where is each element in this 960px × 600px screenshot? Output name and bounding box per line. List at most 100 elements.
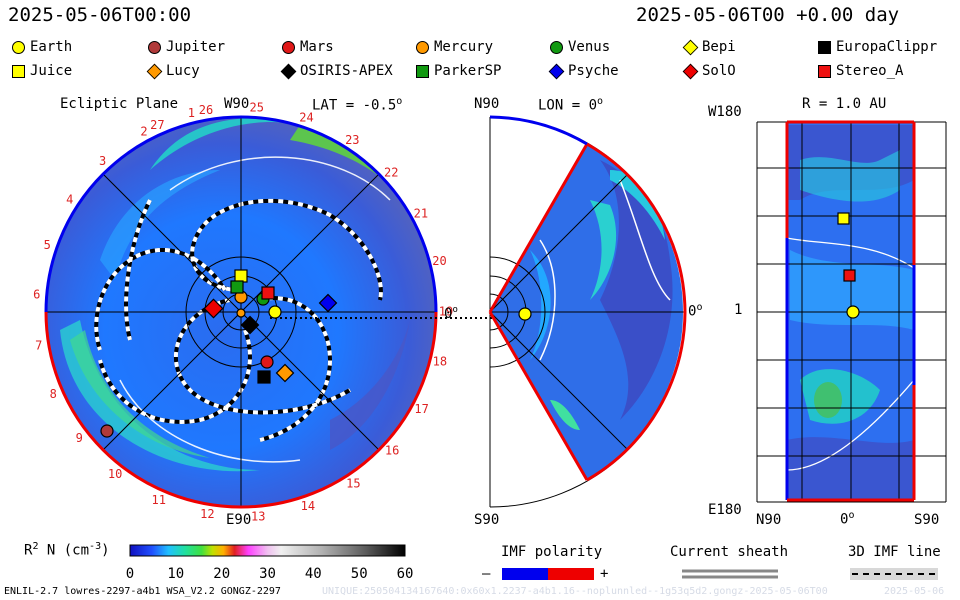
radial-x-left: N90: [756, 512, 782, 528]
legend-item: Earth: [12, 39, 72, 55]
density-colorbar: 0 10 20 30 40 50 60: [126, 544, 414, 582]
psyche-marker: [318, 293, 338, 313]
sector-number: 4: [66, 193, 73, 207]
legend-label: Stereo_A: [836, 63, 904, 79]
sector-number: 17: [414, 402, 428, 416]
colorbar-tick-label: 10: [167, 566, 184, 582]
sector-number: 25: [249, 101, 263, 115]
footer-date: 2025-05-06: [884, 586, 945, 597]
parkersp-marker-icon: [416, 64, 429, 78]
ecliptic-zero-label: 0o: [444, 305, 458, 322]
sector-number: 20: [432, 254, 446, 268]
sector-number: 1: [188, 106, 195, 120]
sector-number: 7: [35, 339, 42, 353]
juice-marker-icon: [12, 64, 25, 78]
sector-number: 9: [76, 431, 83, 445]
sector-number: 14: [301, 499, 315, 513]
ecliptic-title: Ecliptic Plane: [60, 96, 179, 112]
sector-number: 12: [200, 507, 214, 521]
colorbar-tick-label: 60: [397, 566, 414, 582]
imf-plus: +: [600, 566, 609, 582]
sector-number: 18: [433, 355, 447, 369]
juice-marker: [234, 269, 248, 283]
jupiter-marker: [100, 424, 114, 438]
radial-panel: [756, 120, 947, 503]
radial-x-mid: 0o: [840, 510, 855, 528]
legend-item: EuropaClippr: [818, 39, 937, 55]
legend-label: EuropaClippr: [836, 39, 938, 55]
sector-number: 10: [108, 467, 122, 481]
sector-number: 13: [251, 509, 265, 523]
meridional-earth-marker: [518, 307, 532, 321]
imf3d-title: 3D IMF line: [848, 544, 941, 560]
radial-top-left: W180: [708, 104, 742, 120]
model-info: ENLIL-2.7 lowres-2297-a4b1 WSA_V2.2 GONG…: [4, 586, 281, 597]
legend-item: Jupiter: [148, 39, 225, 55]
legend-label: Mars: [300, 39, 334, 55]
radial-stereo-a-marker: [843, 269, 856, 282]
legend-label: OSIRIS-APEX: [300, 63, 393, 79]
run-id: UNIQUE:250504134167640:0x60x1.2237-a4b1.…: [322, 586, 828, 597]
meridional-zero-label: 0o: [688, 302, 703, 320]
radial-markers: [837, 212, 860, 319]
earth-marker: [268, 305, 282, 319]
legend-item: OSIRIS-APEX: [280, 63, 393, 79]
legend-label: Lucy: [166, 63, 200, 79]
sector-number: 16: [385, 444, 399, 458]
sector-number: 26: [199, 103, 213, 117]
sector-number: 3: [99, 154, 106, 168]
colorbar-tick-label: 30: [259, 566, 276, 582]
legend-item: Juice: [12, 63, 72, 79]
radial-earth-marker: [846, 305, 860, 319]
lucy-marker: [275, 363, 295, 383]
meridional-bottom-label: S90: [474, 512, 500, 528]
radial-bottom-left: E180: [708, 502, 742, 518]
legend-item: Mercury: [416, 39, 493, 55]
forecast-time: 2025-05-06T00 +0.00 day: [636, 4, 900, 26]
legend-label: Earth: [30, 39, 73, 55]
earth-marker-icon: [12, 40, 25, 54]
imf-polarity-title: IMF polarity: [501, 544, 603, 560]
legend-item: Venus: [550, 39, 610, 55]
legend-label: ParkerSP: [434, 63, 502, 79]
lon-label: LON = 0o: [538, 96, 604, 114]
sector-number: 22: [384, 166, 398, 180]
radial-mid-left: 1: [734, 302, 743, 318]
jupiter-marker-icon: [148, 40, 161, 54]
radial-x-right: S90: [914, 512, 940, 528]
stereo-a-marker: [261, 286, 275, 300]
colorbar-tick-label: 20: [213, 566, 230, 582]
legend-item: Psyche: [548, 63, 619, 79]
ecliptic-markers: [100, 269, 338, 438]
venus-marker-icon: [550, 40, 563, 54]
sector-number: 5: [44, 238, 51, 252]
legend-item: Bepi: [682, 39, 736, 55]
europaclippr-marker-icon: [818, 40, 831, 54]
colorbar-tick-label: 50: [351, 566, 368, 582]
lat-label: LAT = -0.5o: [312, 96, 403, 114]
sector-number: 8: [50, 387, 57, 401]
legend-label: Bepi: [702, 39, 736, 55]
sector-number: 27: [150, 118, 164, 132]
solo-marker: [203, 298, 224, 319]
legend-item: SolO: [682, 63, 736, 79]
sun-marker: [236, 308, 246, 318]
legend-item: Stereo_A: [818, 63, 903, 79]
osiris-apex-marker: [240, 315, 260, 335]
legend-item: ParkerSP: [416, 63, 501, 79]
timestamp: 2025-05-06T00:00: [8, 4, 192, 26]
meridional-panel: [488, 115, 687, 508]
imf-minus: –: [482, 566, 491, 582]
sector-number: 23: [345, 133, 359, 147]
legend-label: Venus: [568, 39, 611, 55]
sector-number: 24: [299, 111, 313, 125]
sector-number: 15: [346, 476, 360, 490]
imf-polarity-legend: [502, 568, 594, 580]
current-sheath-legend: [682, 569, 778, 579]
ecliptic-top-label: W90: [224, 96, 250, 112]
legend-label: SolO: [702, 63, 736, 79]
radial-juice-marker: [837, 212, 850, 225]
